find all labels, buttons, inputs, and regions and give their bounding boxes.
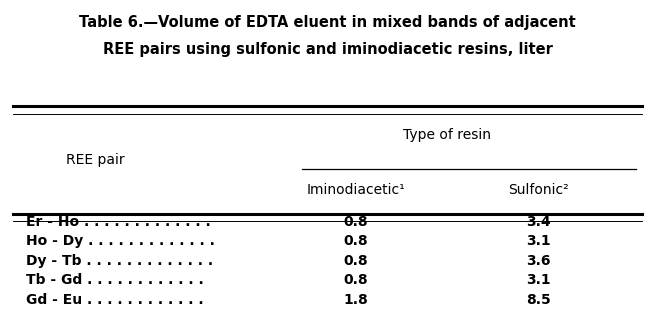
Text: Er - Ho . . . . . . . . . . . . .: Er - Ho . . . . . . . . . . . . . [26, 215, 210, 229]
Text: Type of resin: Type of resin [403, 128, 491, 142]
Text: Sulfonic²: Sulfonic² [508, 183, 569, 197]
Text: Tb - Gd . . . . . . . . . . . .: Tb - Gd . . . . . . . . . . . . [26, 273, 204, 287]
Text: 3.6: 3.6 [526, 254, 550, 268]
Text: 8.5: 8.5 [526, 293, 550, 307]
Text: 3.4: 3.4 [526, 215, 550, 229]
Text: Ho - Dy . . . . . . . . . . . . .: Ho - Dy . . . . . . . . . . . . . [26, 234, 215, 248]
Text: 3.1: 3.1 [526, 234, 550, 248]
Text: REE pairs using sulfonic and iminodiacetic resins, liter: REE pairs using sulfonic and iminodiacet… [103, 42, 552, 57]
Text: 1.8: 1.8 [343, 293, 368, 307]
Text: 0.8: 0.8 [343, 234, 368, 248]
Text: 0.8: 0.8 [343, 215, 368, 229]
Text: Gd - Eu . . . . . . . . . . . .: Gd - Eu . . . . . . . . . . . . [26, 293, 203, 307]
Text: 0.8: 0.8 [343, 273, 368, 287]
Text: 0.8: 0.8 [343, 254, 368, 268]
Text: REE pair: REE pair [66, 153, 124, 167]
Text: Dy - Tb . . . . . . . . . . . . .: Dy - Tb . . . . . . . . . . . . . [26, 254, 213, 268]
Text: Iminodiacetic¹: Iminodiacetic¹ [307, 183, 405, 197]
Text: Table 6.—Volume of EDTA eluent in mixed bands of adjacent: Table 6.—Volume of EDTA eluent in mixed … [79, 15, 576, 30]
Text: 3.1: 3.1 [526, 273, 550, 287]
